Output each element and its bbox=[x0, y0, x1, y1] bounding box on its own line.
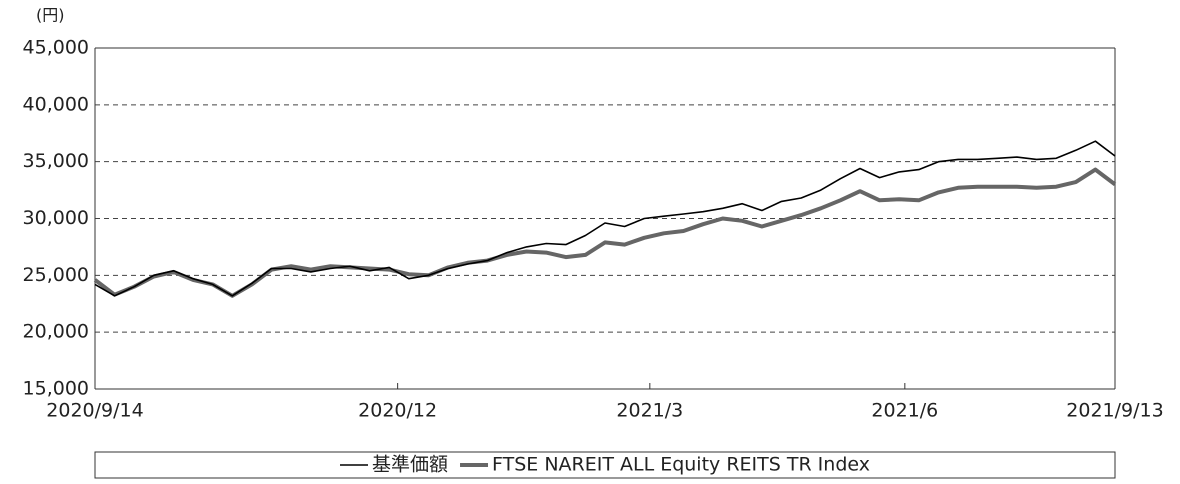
y-axis-label: (円) bbox=[36, 6, 65, 25]
y-tick-label: 35,000 bbox=[23, 150, 89, 172]
x-tick-label: 2020/9/14 bbox=[46, 400, 143, 422]
y-tick-label: 15,000 bbox=[23, 378, 89, 400]
legend-label: FTSE NAREIT ALL Equity REITS TR Index bbox=[492, 454, 870, 476]
series-line bbox=[93, 167, 1117, 298]
x-tick-label: 2021/3 bbox=[616, 400, 683, 422]
y-tick-label: 25,000 bbox=[23, 264, 89, 286]
x-tick-label: 2021/9/13 bbox=[1066, 400, 1163, 422]
legend: 基準価額 FTSE NAREIT ALL Equity REITS TR Inde… bbox=[340, 454, 870, 476]
legend-box bbox=[94, 451, 1116, 479]
y-tick-label: 45,000 bbox=[23, 37, 89, 59]
y-tick-label: 40,000 bbox=[23, 93, 89, 115]
x-tick-label: 2020/12 bbox=[358, 400, 437, 422]
series-line bbox=[94, 140, 1116, 297]
y-tick-label: 30,000 bbox=[23, 207, 89, 229]
y-tick-label: 20,000 bbox=[23, 321, 89, 343]
x-tick-label: 2021/6 bbox=[871, 400, 938, 422]
legend-label: 基準価額 bbox=[372, 454, 448, 476]
